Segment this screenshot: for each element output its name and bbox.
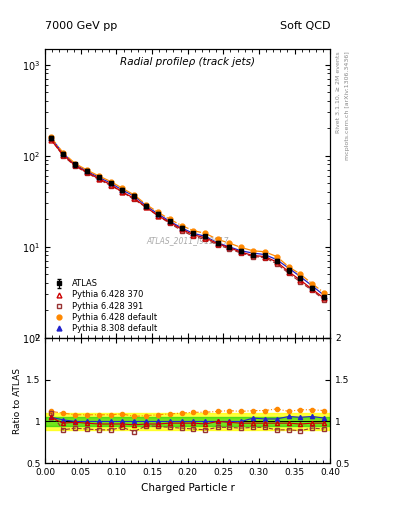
- Text: Radial profileρ (track jets): Radial profileρ (track jets): [120, 57, 255, 67]
- X-axis label: Charged Particle r: Charged Particle r: [141, 483, 235, 493]
- Text: ATLAS_2011_I919017: ATLAS_2011_I919017: [147, 237, 229, 246]
- Bar: [45, 413, 330, 430]
- Text: Soft QCD: Soft QCD: [280, 20, 330, 31]
- Y-axis label: Ratio to ATLAS: Ratio to ATLAS: [13, 368, 22, 434]
- Text: 7000 GeV pp: 7000 GeV pp: [45, 20, 118, 31]
- Text: mcplots.cern.ch [arXiv:1306.3436]: mcplots.cern.ch [arXiv:1306.3436]: [345, 51, 350, 160]
- Legend: ATLAS, Pythia 6.428 370, Pythia 6.428 391, Pythia 6.428 default, Pythia 8.308 de: ATLAS, Pythia 6.428 370, Pythia 6.428 39…: [48, 278, 159, 334]
- Text: Rivet 3.1.10, ≥ 2M events: Rivet 3.1.10, ≥ 2M events: [336, 51, 341, 133]
- Bar: [45, 417, 330, 425]
